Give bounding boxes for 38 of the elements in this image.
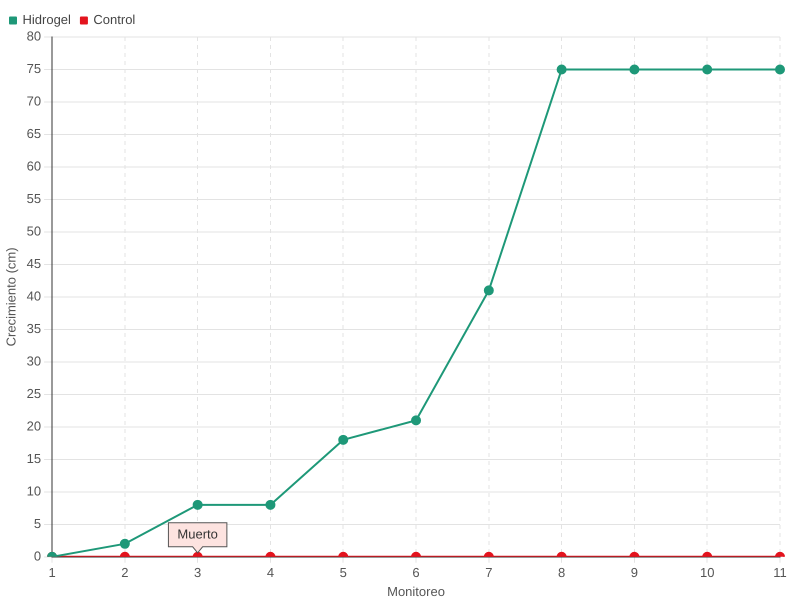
x-axis-title: Monitoreo <box>387 584 445 599</box>
x-tick-label: 11 <box>773 565 787 580</box>
y-tick-label: 20 <box>26 418 42 434</box>
x-tick-label: 4 <box>266 565 274 580</box>
y-tick-label: 75 <box>26 61 42 76</box>
annotation: Muerto <box>177 526 218 542</box>
y-tick-label: 25 <box>26 386 42 401</box>
point <box>775 64 785 74</box>
y-tick-label: 50 <box>26 224 42 239</box>
y-tick-label: 70 <box>26 94 42 109</box>
point <box>702 64 712 74</box>
y-tick-label: 5 <box>34 516 42 531</box>
legend-label: Control <box>93 12 136 28</box>
y-tick-label: 60 <box>26 158 42 174</box>
x-tick-label: 10 <box>700 565 714 580</box>
y-tick-label: 35 <box>26 320 42 336</box>
legend-label: Hidrogel <box>22 12 72 28</box>
y-tick-label: 0 <box>34 548 42 564</box>
y-tick-label: 55 <box>26 191 42 206</box>
x-tick-label: 2 <box>121 565 128 580</box>
point <box>484 285 494 296</box>
y-axis-title: Crecimiento (cm) <box>3 247 18 346</box>
y-tick-label: 45 <box>26 256 42 271</box>
y-tick-label: 10 <box>26 483 42 498</box>
x-tick-label: 7 <box>485 565 492 580</box>
x-tick-label: 8 <box>558 565 566 580</box>
x-tick-label: 5 <box>340 565 347 580</box>
y-tick-label: 80 <box>26 28 42 44</box>
x-tick-label: 1 <box>48 565 56 580</box>
x-tick-label: 9 <box>630 565 638 580</box>
x-tick-label: 6 <box>412 565 420 580</box>
y-tick-label: 40 <box>26 288 42 304</box>
y-tick-label: 15 <box>26 450 42 466</box>
x-tick-label: 3 <box>194 565 202 580</box>
point <box>629 64 640 74</box>
point <box>556 64 567 74</box>
y-tick-label: 30 <box>26 353 42 368</box>
y-tick-label: 65 <box>26 126 42 142</box>
